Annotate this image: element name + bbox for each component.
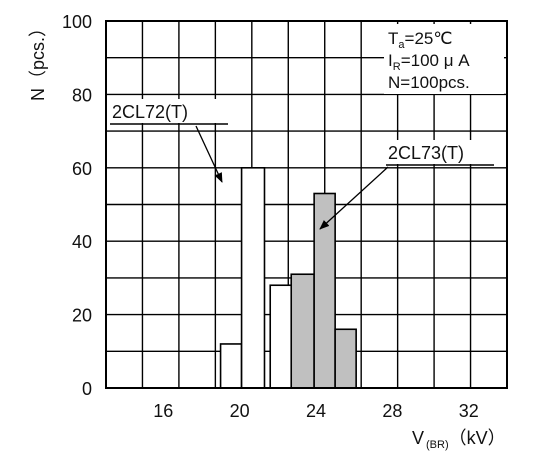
callout-2cl73: 2CL73(T) — [319, 140, 496, 230]
y-tick-label: 20 — [72, 306, 92, 326]
x-tick-labels: 16 20 24 28 32 — [153, 401, 479, 421]
x-tick-label: 20 — [230, 401, 250, 421]
y-tick-label: 40 — [72, 232, 92, 252]
legend-2cl72-label: 2CL72(T) — [112, 102, 188, 122]
legend-2cl73-label: 2CL73(T) — [388, 143, 464, 163]
x-axis-label-sub: (BR) — [426, 439, 449, 451]
y-tick-label: 100 — [62, 12, 92, 32]
bar-2cl73-3 — [334, 328, 357, 389]
x-axis-label-unit: （kV） — [449, 428, 506, 448]
y-tick-label: 0 — [82, 379, 92, 399]
x-tick-label: 28 — [382, 401, 402, 421]
x-tick-label: 16 — [153, 401, 173, 421]
conditions-box: Ta=25℃IR=100 μ AN=100pcs. — [384, 24, 504, 94]
bars — [219, 167, 357, 389]
condition-line: N=100pcs. — [388, 73, 470, 92]
bar-2cl73-1 — [290, 273, 315, 389]
x-axis-label: V (BR)（kV） — [412, 428, 506, 451]
y-tick-labels: 0 20 40 60 80 100 — [62, 12, 92, 399]
y-tick-label: 80 — [72, 85, 92, 105]
callout-2cl72: 2CL72(T) — [108, 99, 230, 183]
plot-frame — [105, 20, 508, 389]
condition-line: IR=100 μ A — [388, 51, 470, 73]
x-axis-label-main: V — [412, 428, 424, 448]
bar-2cl72-2 — [240, 167, 266, 389]
y-axis-label: N（pcs.） — [28, 19, 48, 101]
condition-line: Ta=25℃ — [388, 29, 452, 51]
x-tick-label: 32 — [459, 401, 479, 421]
y-tick-label: 60 — [72, 159, 92, 179]
bar-2cl72-1 — [219, 343, 243, 389]
x-tick-label: 24 — [306, 401, 326, 421]
bar-2cl72-3 — [269, 284, 294, 389]
bar-2cl73-2 — [313, 192, 336, 389]
